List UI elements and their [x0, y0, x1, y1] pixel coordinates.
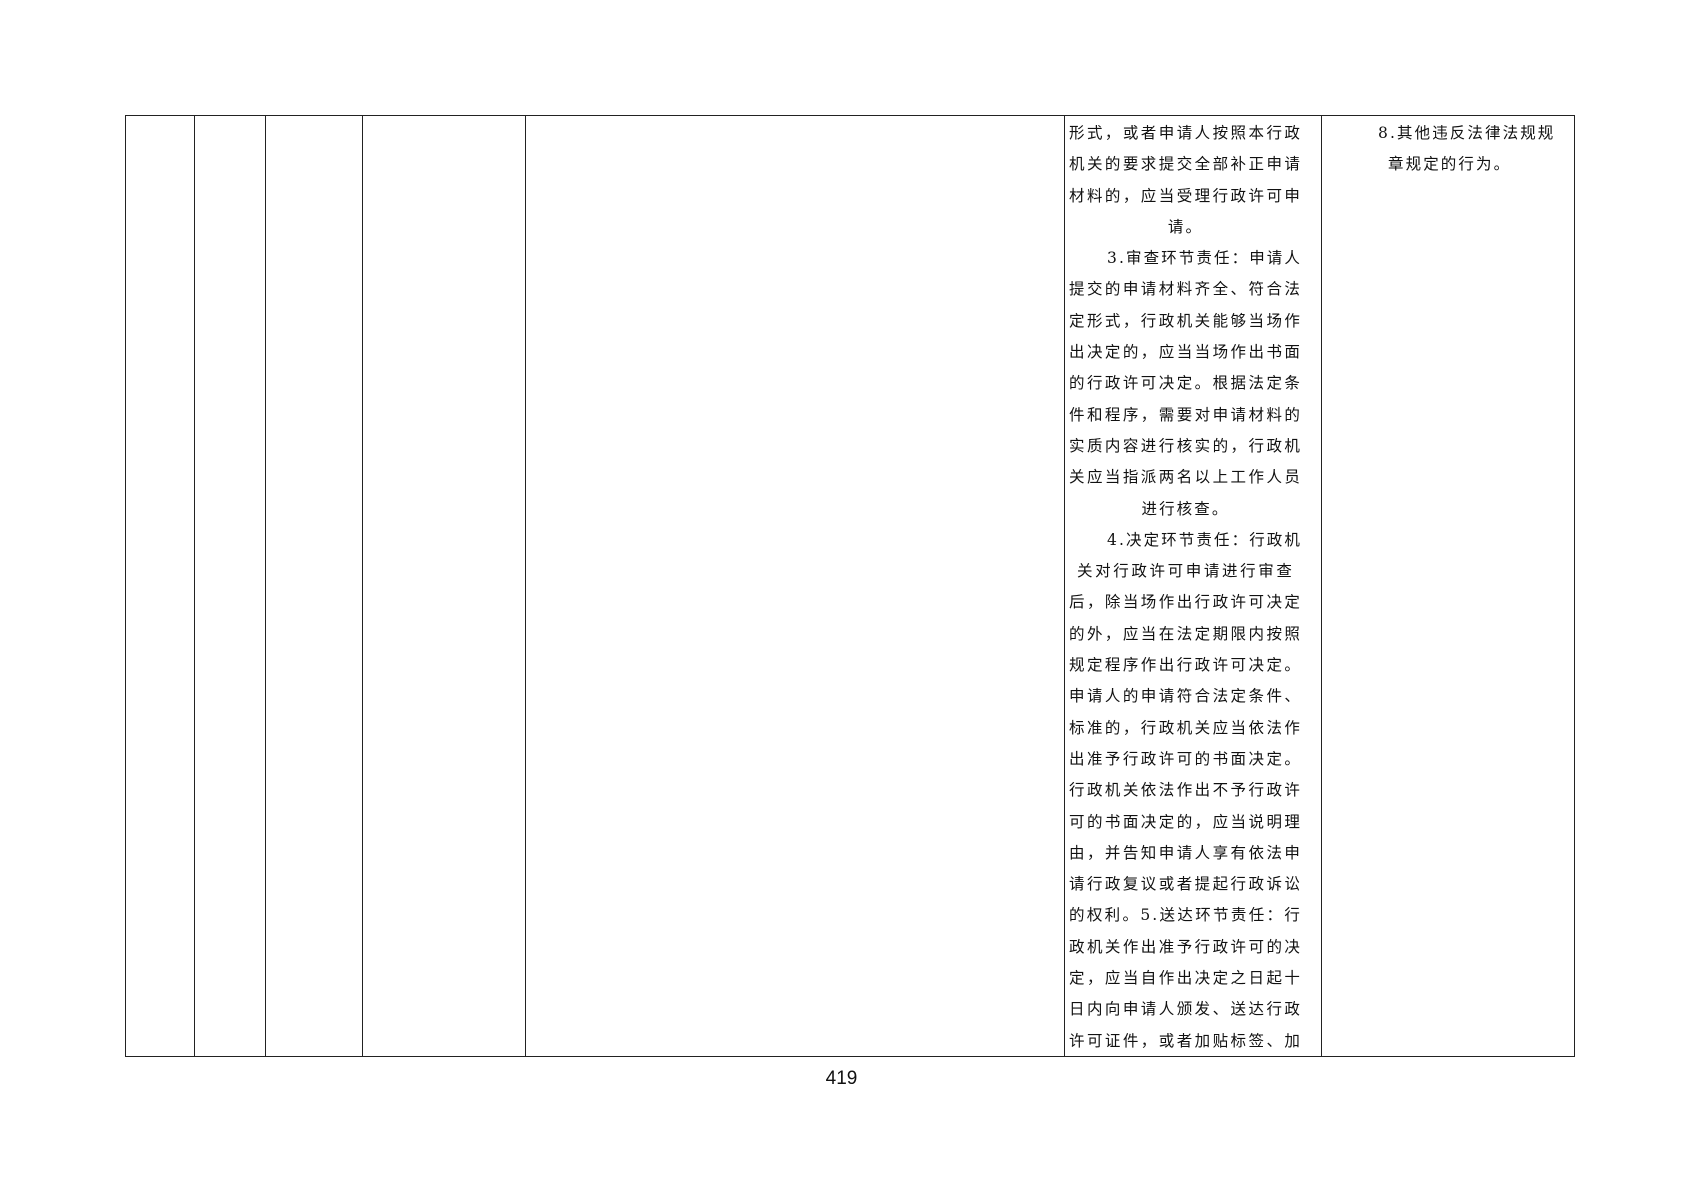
text-line: 请。 [1167, 217, 1204, 236]
text-line: 材料的，应当受理行政许可申 [1069, 186, 1302, 205]
text-line: 定，应当自作出决定之日起十 [1069, 969, 1302, 988]
page-number: 419 [825, 1068, 858, 1089]
text-line: 定形式，行政机关能够当场作 [1069, 311, 1302, 330]
responsibility-table: 形式，或者申请人按照本行政 机关的要求提交全部补正申请 材料的，应当受理行政许可申请… [125, 115, 1575, 1057]
text-line: 关对行政许可申请进行审查 [1077, 562, 1294, 581]
text-line: 提交的申请材料齐全、符合法 [1069, 280, 1302, 299]
text-line: 许可证件，或者加贴标签、加 [1069, 1031, 1302, 1050]
column-divider [194, 116, 195, 1056]
text-line: 4.决定环节责任：行政机 [1107, 530, 1302, 549]
column-divider [1064, 116, 1065, 1056]
text-line: 规定程序作出行政许可决定。 [1069, 656, 1302, 675]
text-line: 政机关作出准予行政许可的决 [1069, 937, 1302, 956]
column-divider [525, 116, 526, 1056]
text-line: 后，除当场作出行政许可决定 [1069, 593, 1302, 612]
text-line: 请行政复议或者提起行政诉讼 [1069, 875, 1302, 894]
text-line: 行政机关依法作出不予行政许 [1069, 781, 1302, 800]
text-line: 日内向申请人颁发、送达行政 [1069, 1000, 1302, 1019]
text-line: 实质内容进行核实的，行政机 [1069, 436, 1302, 455]
accountability-cell: 8.其他违反法律法规规 章规定的行为。 [1326, 118, 1566, 1056]
text-line: 关应当指派两名以上工作人员 [1069, 468, 1302, 487]
text-line: 出准予行政许可的书面决定。 [1069, 749, 1302, 768]
text-line: 件和程序，需要对申请材料的 [1069, 405, 1302, 424]
text-line: 的权利。5.送达环节责任：行 [1069, 906, 1302, 925]
responsibility-cell: 形式，或者申请人按照本行政 机关的要求提交全部补正申请 材料的，应当受理行政许可申请… [1069, 118, 1302, 1056]
text-line: 形式，或者申请人按照本行政 [1069, 124, 1302, 142]
text-line: 标准的，行政机关应当依法作 [1069, 718, 1302, 737]
text-line: 3.审查环节责任：申请人 [1107, 249, 1302, 268]
text-line: 的行政许可决定。根据法定条 [1069, 374, 1302, 393]
column-divider [1321, 116, 1322, 1056]
column-divider [362, 116, 363, 1056]
text-line: 可的书面决定的，应当说明理 [1069, 812, 1302, 831]
text-line: 机关的要求提交全部补正申请 [1069, 155, 1302, 174]
column-divider [265, 116, 266, 1056]
text-line: 进行核查。 [1141, 499, 1230, 518]
text-line: 申请人的申请符合法定条件、 [1069, 687, 1302, 706]
text-line: 的外，应当在法定期限内按照 [1069, 624, 1302, 643]
text-line: 出决定的，应当当场作出书面 [1069, 343, 1302, 362]
text-line: 8.其他违反法律法规规 [1378, 124, 1556, 142]
text-line: 章规定的行为。 [1388, 155, 1512, 174]
text-line: 由，并告知申请人享有依法申 [1069, 843, 1302, 862]
